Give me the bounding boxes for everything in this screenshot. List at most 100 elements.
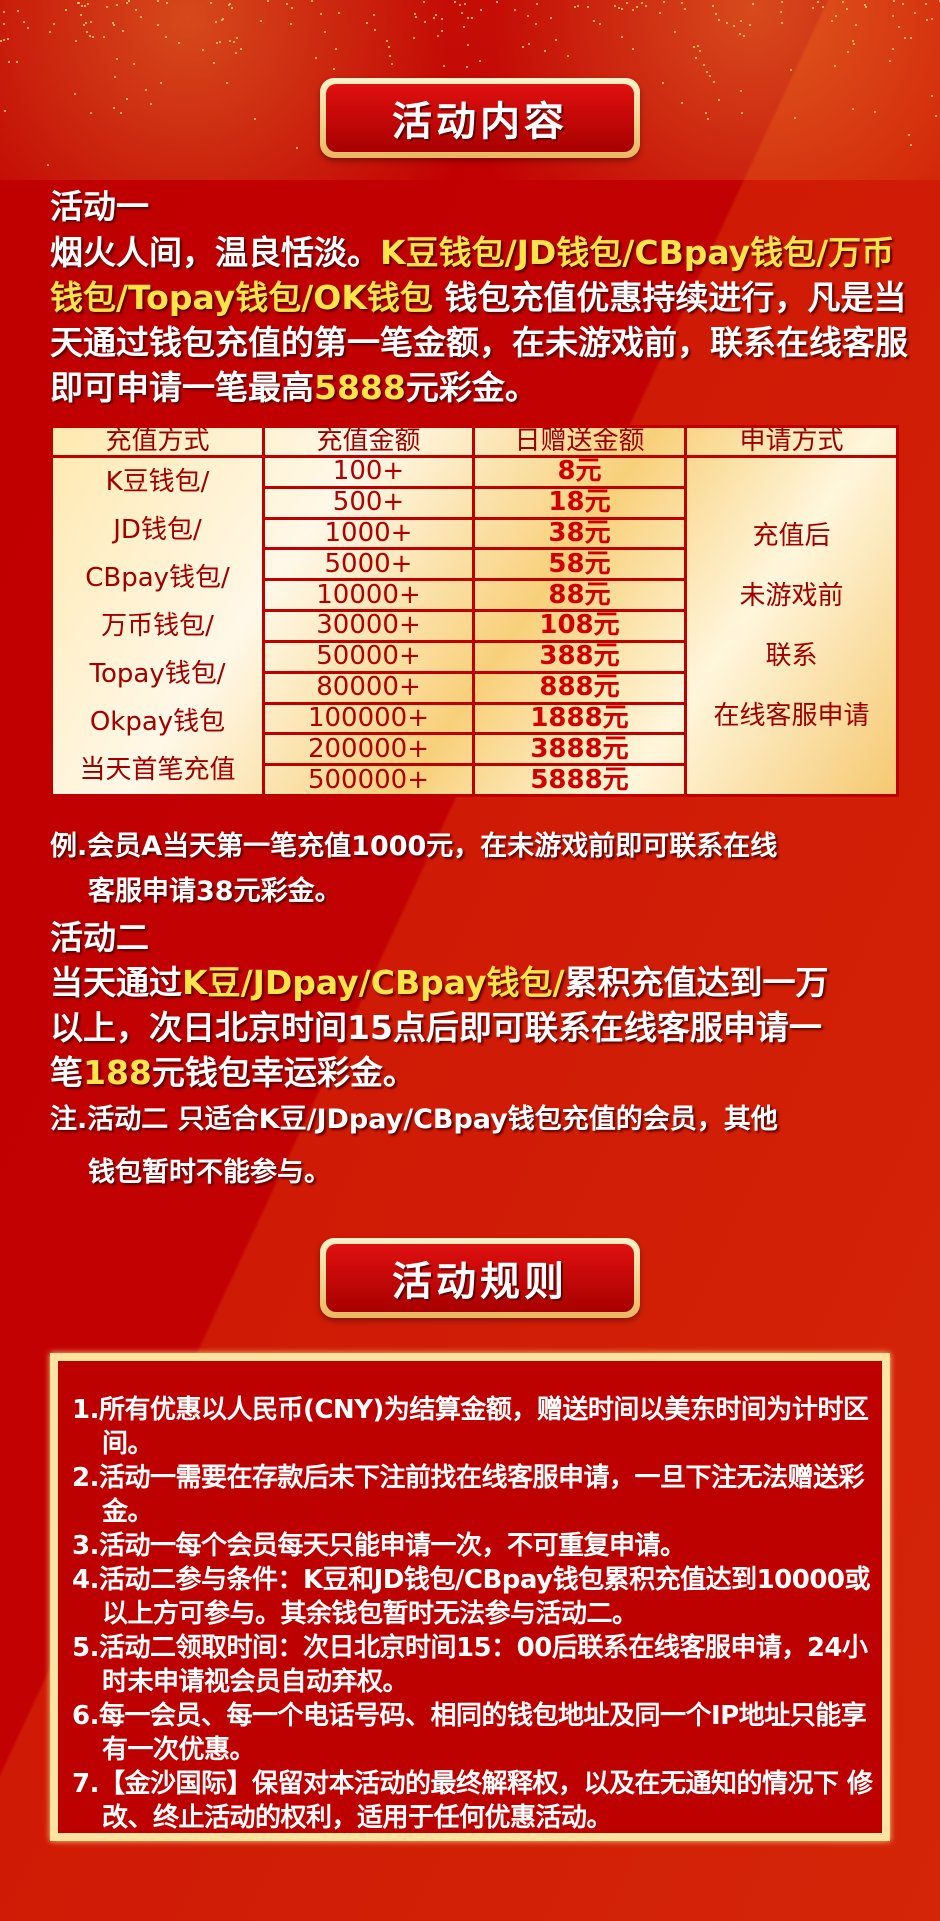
sparkle-dot (789, 69, 792, 72)
rule-item: 6.每一会员、每一个电话号码、相同的钱包地址及同一个IP地址只能享有一次优惠。 (72, 1701, 867, 1765)
apply-item: 充值后 (752, 521, 831, 551)
table-row: 80000+ 888元 (52, 670, 898, 705)
sparkle-dot (83, 5, 86, 8)
sparkle-dot (177, 41, 180, 44)
sparkle-dot (661, 81, 664, 84)
amount-cell: 500000+ (262, 763, 475, 797)
sparkle-dot (930, 94, 933, 97)
sparkle-dot (496, 1, 499, 4)
apply-item: 联系 (765, 641, 818, 671)
sparkle-dot (290, 22, 293, 25)
sparkle-dot (698, 50, 701, 53)
sparkle-dot (209, 2, 212, 5)
bonus-table: 充值方式 充值金额 日赠送金额 申请方式 K豆钱包/JD钱包/CBpay钱包/万… (50, 425, 899, 797)
sparkle-dot (64, 8, 67, 11)
activity2-heading: 活动二 (50, 918, 149, 957)
sparkle-dot (2, 22, 5, 25)
rule-item: 3.活动一每个会员每天只能申请一次，不可重复申请。 (72, 1531, 686, 1561)
sparkle-dot (216, 42, 219, 45)
sparkle-dot (310, 0, 313, 3)
activity1-heading: 活动一 (50, 187, 149, 226)
table-row: 50000+ 388元 (52, 639, 898, 674)
amount-cell: 10000+ (262, 578, 475, 613)
sparkle-dot (663, 0, 666, 3)
sparkle-dot (901, 3, 904, 6)
method-item: Topay钱包/ (89, 659, 226, 689)
sparkle-dot (794, 116, 797, 119)
intro-text: 烟火人间，温良恬淡。 (50, 233, 380, 272)
activity2-line-1: 当天通过K豆/JDpay/CBpay钱包/累积充值达到一万 (50, 960, 829, 1005)
sparkle-dot (780, 1, 783, 4)
apply-item: 在线客服申请 (713, 701, 870, 731)
example-line-1: 例.会员A当天第一笔充值1000元，在未游戏前即可联系在线 (50, 831, 778, 862)
header-bonus: 日赠送金额 (472, 425, 687, 458)
sparkle-dot (413, 36, 416, 39)
sparkle-dot (335, 47, 338, 50)
max-amount: 5888 (314, 368, 406, 407)
sparkle-dot (291, 6, 294, 9)
sparkle-dot (903, 36, 906, 39)
sparkle-dot (3, 11, 6, 14)
sparkle-dot (230, 7, 233, 10)
sparkle-dot (390, 62, 393, 65)
sparkle-dot (387, 45, 390, 48)
sparkle-dot (48, 31, 51, 33)
sparkle-dot (910, 36, 913, 39)
apply-item: 未游戏前 (739, 581, 844, 611)
section-title: 活动内容 (326, 84, 634, 152)
table-row: 5000+ 58元 (52, 547, 898, 582)
sparkle-dot (414, 15, 417, 18)
sparkle-dot (315, 56, 318, 59)
method-item: Okpay钱包 (89, 707, 226, 737)
sparkle-dot (213, 62, 216, 65)
sparkle-dot (3, 38, 6, 41)
sparkle-dot (938, 0, 940, 3)
sparkle-dot (386, 39, 389, 42)
sparkle-dot (73, 93, 76, 96)
sparkle-dot (234, 51, 237, 54)
sparkle-dot (27, 26, 30, 29)
sparkle-dot (116, 3, 119, 6)
header-amount: 充值金额 (262, 425, 475, 458)
sparkle-dot (874, 110, 877, 113)
sparkle-dot (851, 40, 854, 43)
sparkle-dot (22, 20, 25, 23)
sparkle-dot (892, 0, 895, 3)
sparkle-dot (521, 45, 524, 48)
sparkle-dot (220, 19, 223, 22)
sparkle-dot (697, 45, 700, 48)
sparkle-dot (835, 15, 837, 18)
sparkle-dot (908, 133, 911, 136)
rule-item: 1.所有优惠以人民币(CNY)为结算金额，赠送时间以美东时间为计时区间。 (72, 1395, 869, 1459)
sparkle-dot (111, 21, 114, 24)
sparkle-dot (7, 61, 10, 64)
sparkle-dot (466, 66, 469, 69)
sparkle-dot (285, 3, 288, 6)
sparkle-dot (694, 56, 697, 59)
sparkle-dot (77, 2, 80, 5)
description-end: 元彩金。 (405, 368, 538, 407)
a2-pre: 当天通过 (50, 963, 182, 1002)
amount-cell: 5000+ (262, 547, 475, 582)
wallet-list: K豆钱包/JD钱包/CBpay钱包/万币钱包/Topay钱包/OK钱包 (50, 233, 895, 317)
bonus-cell: 58元 (472, 547, 687, 582)
sparkle-dot (846, 7, 849, 10)
sparkle-dot (464, 2, 467, 5)
activity2-note-1: 注.活动二 只适合K豆/JDpay/CBpay钱包充值的会员，其他 (50, 1104, 778, 1135)
a2-amount: 188 (83, 1053, 152, 1092)
sparkle-dot (413, 13, 416, 16)
sparkle-dot (527, 43, 530, 46)
sparkle-dot (254, 118, 257, 121)
sparkle-dot (324, 30, 327, 33)
sparkle-dot (337, 12, 340, 15)
sparkle-dot (218, 40, 221, 43)
a2-text1: 累积充值达到一万 (564, 963, 829, 1002)
activity2-line-3: 笔188元钱包幸运彩金。 (50, 1050, 416, 1095)
rule-item: 5.活动二领取时间：次日北京时间15：00后联系在线客服申请，24小时未申请视会… (72, 1633, 868, 1697)
sparkle-dot (631, 8, 634, 11)
sparkle-dot (577, 5, 580, 8)
a2-wallets: K豆/JDpay/CBpay钱包/ (182, 963, 565, 1002)
table-row: 500000+ 5888元 (52, 763, 898, 797)
sparkle-dot (128, 0, 131, 3)
